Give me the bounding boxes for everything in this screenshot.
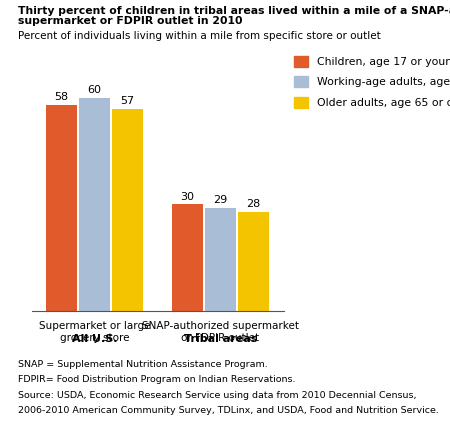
Bar [79,98,110,311]
Text: All U.S.: All U.S. [72,334,117,344]
Bar [238,212,269,311]
Text: 30: 30 [180,192,194,201]
Text: supermarket or FDPIR outlet in 2010: supermarket or FDPIR outlet in 2010 [18,16,243,26]
Bar [205,208,236,311]
Text: 58: 58 [54,92,68,102]
Text: FDPIR= Food Distribution Program on Indian Reservations.: FDPIR= Food Distribution Program on Indi… [18,375,296,384]
Text: Source: USDA, Economic Research Service using data from 2010 Decennial Census,: Source: USDA, Economic Research Service … [18,391,417,400]
Text: 29: 29 [213,195,228,205]
Text: Tribal areas: Tribal areas [184,334,257,344]
Text: 57: 57 [121,96,135,106]
Bar [172,204,203,311]
Bar [112,109,144,311]
Text: 2006-2010 American Community Survey, TDLinx, and USDA, Food and Nutrition Servic: 2006-2010 American Community Survey, TDL… [18,406,439,415]
Text: Percent of individuals living within a mile from specific store or outlet: Percent of individuals living within a m… [18,31,381,40]
Legend: Children, age 17 or younger, Working-age adults, age 18-64, Older adults, age 65: Children, age 17 or younger, Working-age… [294,56,450,108]
Bar [46,105,77,311]
Text: 28: 28 [247,199,261,209]
Text: 60: 60 [87,85,102,95]
Text: SNAP = Supplemental Nutrition Assistance Program.: SNAP = Supplemental Nutrition Assistance… [18,360,268,369]
Text: Thirty percent of children in tribal areas lived within a mile of a SNAP-authori: Thirty percent of children in tribal are… [18,6,450,16]
